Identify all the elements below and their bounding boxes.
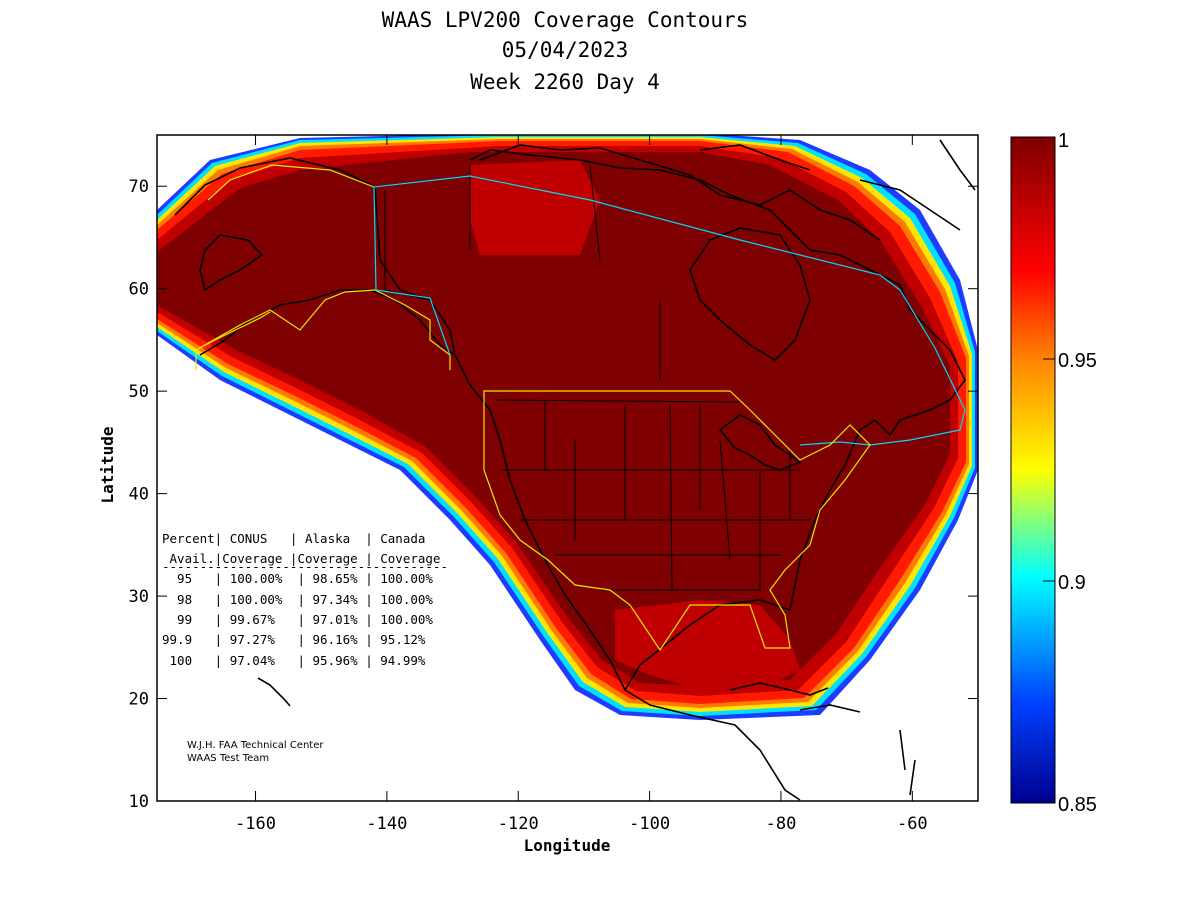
state-boundaries bbox=[384, 164, 810, 591]
y-tick-label: 20 bbox=[129, 690, 149, 710]
conus-service-volume bbox=[483, 390, 871, 652]
coverage-table-row: 98 | 100.00% | 97.34% | 100.00% bbox=[162, 592, 433, 607]
coverage-table-subheader: Avail.|Coverage |Coverage | Coverage bbox=[162, 551, 440, 566]
colorbar-label-1: 1 bbox=[1058, 130, 1070, 152]
contour-patch-gulf bbox=[615, 600, 800, 690]
coverage-table-header: Percent| CONUS | Alaska | Canada bbox=[162, 531, 425, 546]
x-tick-label: -80 bbox=[766, 814, 797, 834]
coverage-table-row: 99 | 99.67% | 97.01% | 100.00% bbox=[162, 612, 433, 627]
colorbar-label-0-9: 0.9 bbox=[1058, 572, 1086, 594]
x-axis-label: Longitude bbox=[524, 836, 611, 855]
hawaii bbox=[257, 677, 291, 707]
great-lakes bbox=[718, 414, 802, 471]
chart-week-day: Week 2260 Day 4 bbox=[470, 70, 660, 94]
y-axis-label: Latitude bbox=[98, 426, 117, 503]
axis-tick-labels: -160 -140 -120 -100 -80 -60 10 20 30 40 50 60 70 bbox=[129, 177, 928, 834]
y-tick-label: 40 bbox=[129, 485, 149, 505]
hudson-bay bbox=[689, 227, 811, 362]
chart-title: WAAS LPV200 Coverage Contours bbox=[381, 8, 749, 32]
chart-date: 05/04/2023 bbox=[501, 38, 629, 62]
coverage-table-row: 99.9 | 97.27% | 96.16% | 95.12% bbox=[162, 632, 426, 647]
y-tick-label: 50 bbox=[129, 382, 149, 402]
coverage-table-row: 95 | 100.00% | 98.65% | 100.00% bbox=[162, 571, 433, 586]
x-tick-label: -120 bbox=[498, 814, 539, 834]
alaska-service-volume bbox=[195, 164, 451, 370]
region-outlines bbox=[195, 164, 966, 652]
contour-patch-canada bbox=[470, 160, 600, 255]
contour-band-darkred bbox=[157, 152, 950, 686]
colorbar bbox=[1010, 136, 1056, 804]
y-tick-label: 10 bbox=[129, 792, 149, 812]
coverage-contours bbox=[157, 135, 978, 720]
y-tick-label: 60 bbox=[129, 280, 149, 300]
y-tick-label: 30 bbox=[129, 587, 149, 607]
axis-ticks bbox=[157, 135, 978, 802]
coverage-table-row: 100 | 97.04% | 95.96% | 94.99% bbox=[162, 653, 426, 668]
credit-text: W.J.H. FAA Technical Center WAAS Test Te… bbox=[187, 740, 324, 764]
caribbean bbox=[729, 682, 916, 796]
colorbar-ticks bbox=[1043, 358, 1055, 582]
y-tick-label: 70 bbox=[129, 177, 149, 197]
colorbar-label-0-95: 0.95 bbox=[1058, 350, 1097, 372]
coastlines bbox=[174, 139, 976, 801]
coverage-table-separator: -------------------------------------- bbox=[162, 559, 448, 574]
coverage-table: Percent| CONUS | Alaska | Canada Avail.|… bbox=[162, 531, 448, 668]
x-tick-label: -60 bbox=[897, 814, 928, 834]
x-tick-label: -140 bbox=[366, 814, 407, 834]
x-tick-label: -160 bbox=[235, 814, 276, 834]
map-frame bbox=[156, 134, 979, 802]
x-tick-label: -100 bbox=[629, 814, 670, 834]
colorbar-label-0-85: 0.85 bbox=[1058, 794, 1097, 816]
credit-line-1: W.J.H. FAA Technical Center bbox=[187, 740, 324, 751]
credit-line-2: WAAS Test Team bbox=[187, 753, 269, 764]
arctic-islands bbox=[479, 139, 976, 241]
